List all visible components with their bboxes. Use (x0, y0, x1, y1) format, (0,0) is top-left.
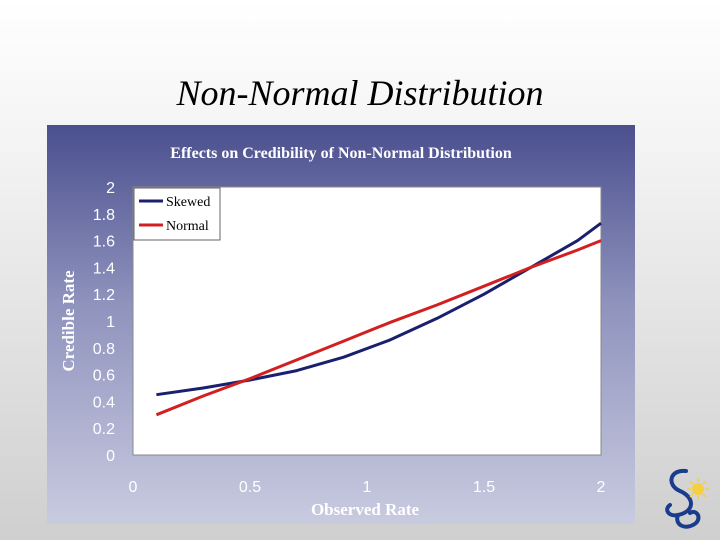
y-tick-label: 0.2 (93, 421, 115, 438)
legend-label-normal: Normal (166, 219, 209, 234)
y-tick-label: 1.6 (93, 234, 115, 251)
y-tick-label: 1.4 (93, 260, 115, 277)
y-tick-label: 1.8 (93, 207, 115, 224)
legend-box (133, 187, 221, 241)
series-layer (155, 221, 602, 417)
y-axis-ticks: 0 0.2 0.4 0.6 0.8 1 1.2 1.4 1.6 1.8 2 (93, 180, 115, 465)
x-tick-label: 2 (597, 479, 606, 496)
series-line-normal (155, 239, 602, 417)
x-tick-label: 1.5 (473, 479, 495, 496)
chart-panel: Effects on Credibility of Non-Normal Dis… (47, 125, 635, 524)
logo-icon (665, 468, 709, 529)
slide-title: Non-Normal Distribution (176, 73, 544, 113)
y-axis-label: Credible Rate (59, 270, 78, 372)
chart-title: Effects on Credibility of Non-Normal Dis… (170, 145, 512, 162)
y-tick-label: 0.8 (93, 341, 115, 358)
x-axis-ticks: 0 0.5 1 1.5 2 (129, 479, 606, 496)
y-tick-label: 0.6 (93, 368, 115, 385)
y-tick-label: 1 (106, 314, 115, 331)
series-line-skewed (156, 221, 602, 397)
x-tick-label: 0 (129, 479, 138, 496)
y-tick-label: 1.2 (93, 287, 115, 304)
y-tick-label: 0 (106, 448, 115, 465)
y-tick-label: 0.4 (93, 394, 115, 411)
y-tick-label: 2 (106, 180, 115, 197)
x-tick-label: 1 (363, 479, 372, 496)
x-tick-label: 0.5 (239, 479, 261, 496)
legend-label-skewed: Skewed (166, 195, 210, 210)
legend: Skewed Normal (133, 187, 221, 241)
x-axis-label: Observed Rate (311, 500, 420, 519)
line-chart: Effects on Credibility of Non-Normal Dis… (59, 145, 606, 519)
